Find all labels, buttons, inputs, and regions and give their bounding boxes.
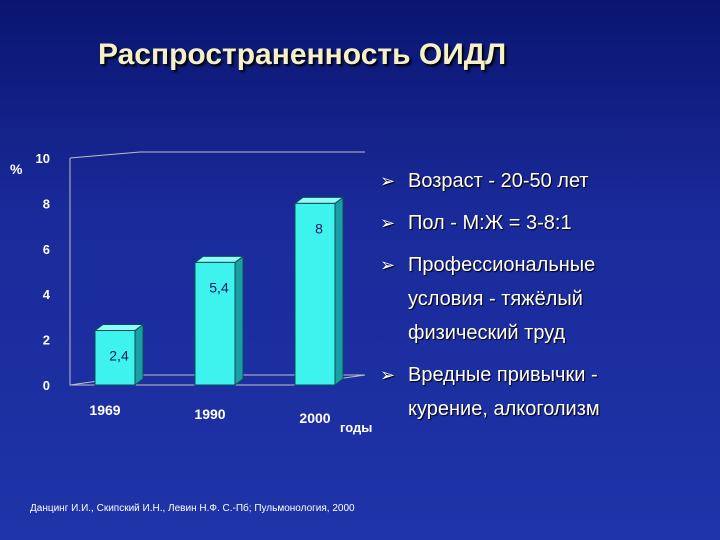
bullet-text: Профессиональные [408,254,596,276]
bar [194,261,236,386]
bullet-list: ➢ Возраст - 20-50 лет ➢ Пол - М:Ж = 3-8:1 ➢ П… [380,164,710,434]
bar-side [234,255,244,386]
x-axis-label: годы [340,420,372,435]
bullet-text: Возраст - 20-50 лет [408,170,589,192]
bullet-text: физический труд [408,322,566,344]
arrow-right-icon: ➢ [380,255,396,275]
x-tick-label: 1969 [89,402,120,418]
data-label: 8 [315,220,323,236]
y-tick-label: 10 [36,151,50,166]
bar-side [334,196,344,386]
data-label: 2,4 [109,348,129,364]
arrow-right-icon: ➢ [380,171,396,191]
x-tick-label: 2000 [299,410,330,426]
bullet-text: условия - тяжёлый [408,288,583,310]
data-label: 5,4 [209,279,229,295]
bar-chart: 0 2 4 6 8 10% 2,4 1969 5,4 1990 8 2000 годы [0,140,400,440]
bar-side [134,323,144,386]
y-tick-label: 4 [43,287,51,302]
bar [94,330,136,386]
arrow-right-icon: ➢ [380,365,396,385]
slide-title: Распространенность ОИДЛ [98,38,507,71]
bullet-text: курение, алкоголизм [408,398,600,420]
bar-top [293,196,345,204]
y-tick-label: 2 [43,333,50,348]
arrow-right-icon: ➢ [380,213,396,233]
y-tick-label: 8 [43,196,50,211]
y-tick-label: 6 [43,242,50,257]
bullet-item: ➢ Профессиональные условия - тяжёлый физиче… [380,248,710,350]
bullet-item: ➢ Вредные привычки - курение, алкоголизм [380,358,710,426]
bar-chart-svg: 0 2 4 6 8 10% 2,4 1969 5,4 1990 8 2000 годы [10,151,372,435]
x-tick-label: 1990 [194,406,225,422]
y-tick-label: 0 [43,378,50,393]
back-wall-top [69,151,365,159]
bullet-text: Вредные привычки - [408,364,598,386]
bar-top [193,255,245,263]
bullet-text: Пол - М:Ж = 3-8:1 [408,212,572,234]
bullet-item: ➢ Пол - М:Ж = 3-8:1 [380,206,710,240]
source-citation: Данцинг И.И., Скипский И.Н., Левин Н.Ф. … [30,503,355,514]
y-axis-label: % [10,161,23,177]
bar [294,202,336,386]
bar-top [93,324,145,332]
bullet-item: ➢ Возраст - 20-50 лет [380,164,710,198]
